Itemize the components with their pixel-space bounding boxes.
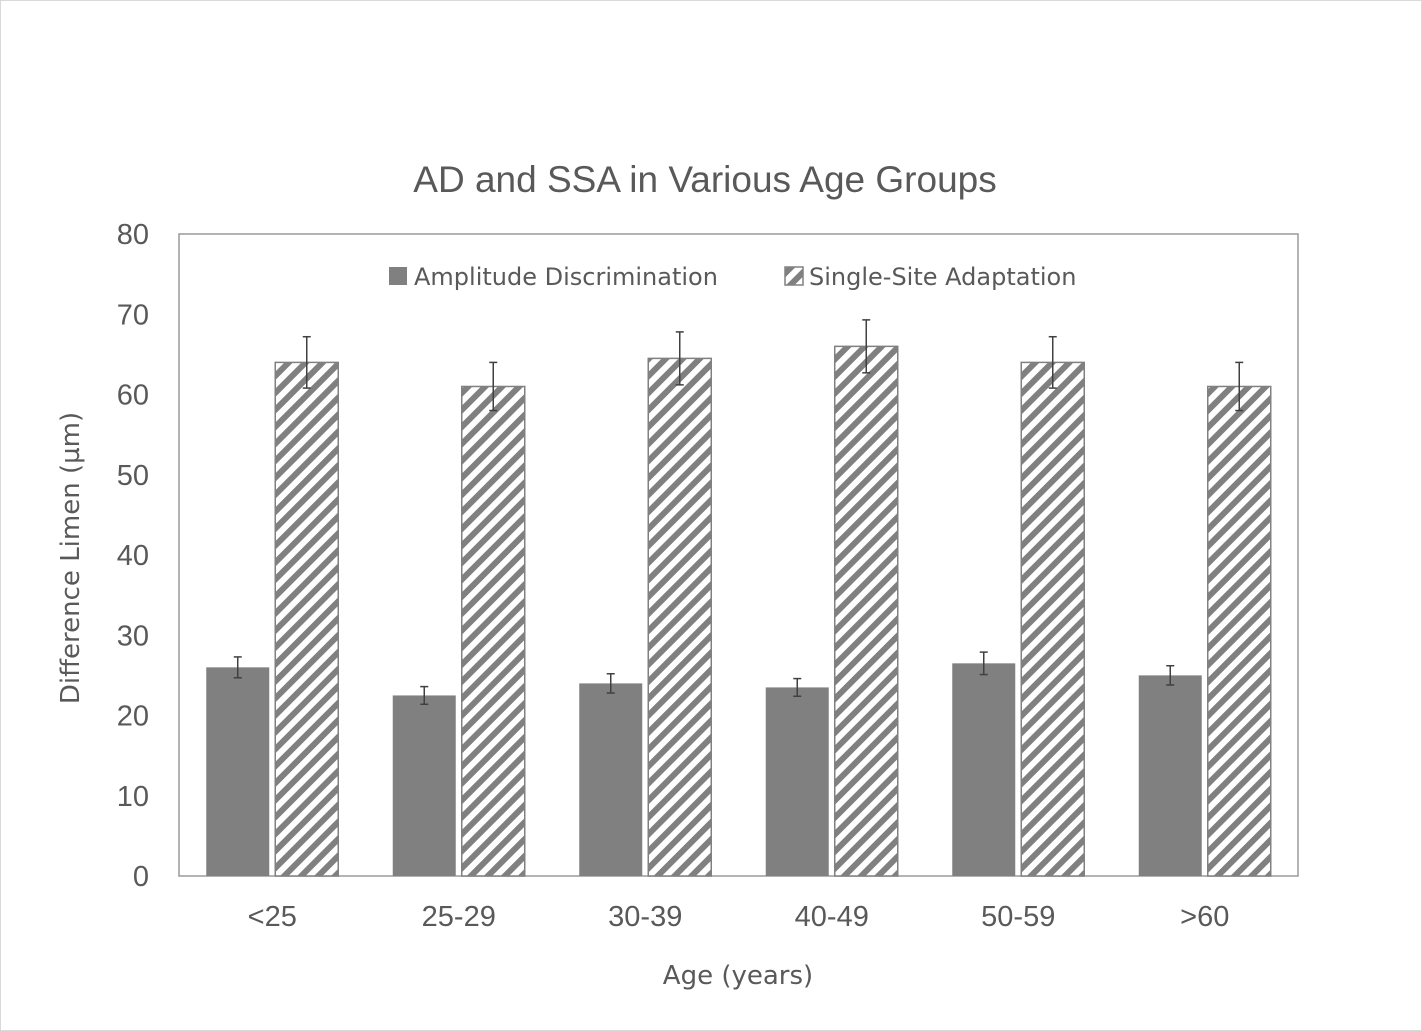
y-tick-label: 60 [117,380,149,412]
plot-area [178,233,1299,877]
y-tick-label: 40 [117,540,149,572]
y-axis-ticks: 0 10 20 30 40 50 60 70 80 [117,219,149,893]
chart-title: AD and SSA in Various Age Groups [413,159,996,200]
x-tick-label: 30-39 [608,901,682,933]
y-tick-label: 80 [117,219,149,251]
bar-single-site-adaptation [1020,361,1085,877]
legend-label-single-site-adaptation: Single-Site Adaptation [809,263,1076,291]
x-axis-ticks: <25 25-29 30-39 40-49 50-59 >60 [248,901,1230,933]
bar-single-site-adaptation [834,345,899,877]
bar-amplitude-discrimination [392,695,456,876]
error-bar-amplitude-discrimination [979,651,988,676]
error-bar-single-site-adaptation [675,331,684,386]
y-axis-label: Difference Limen (µm) [56,412,86,704]
bar-amplitude-discrimination [952,663,1016,876]
bar-amplitude-discrimination [206,667,270,876]
bar-amplitude-discrimination [765,687,829,876]
x-axis-label: Age (years) [663,961,813,991]
error-bar-single-site-adaptation [302,335,311,389]
x-tick-label: 40-49 [795,901,869,933]
error-bar-amplitude-discrimination [793,677,802,697]
x-tick-label: 25-29 [422,901,496,933]
bar-single-site-adaptation [274,361,339,877]
error-bar-single-site-adaptation [862,319,871,374]
bar-group [206,319,1272,877]
error-bar-single-site-adaptation [489,361,498,412]
y-tick-label: 0 [133,861,149,893]
y-tick-label: 10 [117,781,149,813]
bar-amplitude-discrimination [579,683,643,876]
y-tick-label: 70 [117,299,149,331]
legend-label-amplitude-discrimination: Amplitude Discrimination [414,263,718,291]
bar-single-site-adaptation [647,357,712,877]
y-tick-label: 30 [117,620,149,652]
bar-single-site-adaptation [461,385,526,877]
x-tick-label: >60 [1180,901,1229,933]
x-tick-label: 50-59 [981,901,1055,933]
x-tick-label: <25 [248,901,297,933]
bar-single-site-adaptation [1207,385,1272,877]
error-bar-amplitude-discrimination [606,673,615,694]
bar-amplitude-discrimination [1138,675,1202,876]
legend: Amplitude Discrimination Single-Site Ada… [389,263,1076,291]
error-bar-amplitude-discrimination [1166,664,1175,686]
legend-swatch-single-site-adaptation [784,266,804,286]
error-bar-single-site-adaptation [1048,335,1057,389]
error-bar-single-site-adaptation [1235,361,1244,412]
error-bar-amplitude-discrimination [233,656,242,679]
y-tick-label: 50 [117,460,149,492]
y-tick-label: 20 [117,701,149,733]
legend-swatch-amplitude-discrimination [389,267,407,285]
error-bar-amplitude-discrimination [420,685,429,706]
